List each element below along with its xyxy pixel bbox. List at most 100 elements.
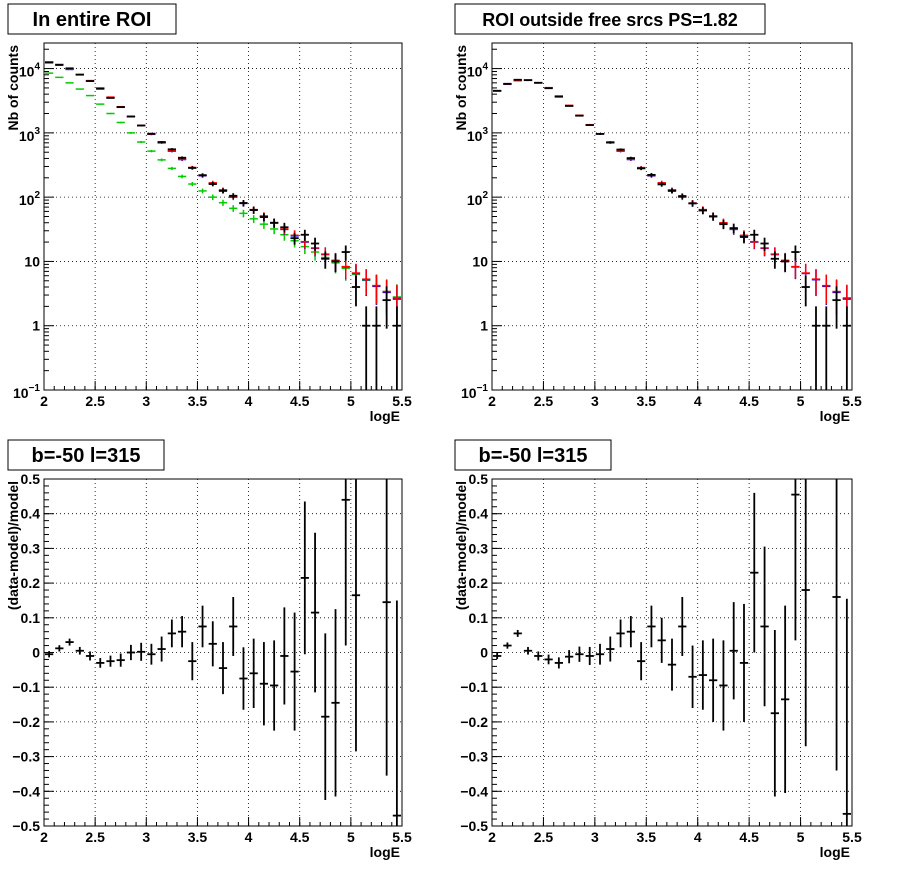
data-point	[729, 223, 738, 234]
data-point	[822, 306, 831, 390]
y-tick-label: 0	[32, 645, 40, 661]
x-tick-label: 3	[591, 393, 599, 409]
x-tick-label: 3	[591, 829, 599, 845]
y-tick-label: 103	[467, 126, 489, 144]
y-tick-label: 102	[467, 190, 489, 208]
data-point	[208, 194, 217, 201]
x-tick-label: 2	[40, 829, 48, 845]
y-tick-label: 0.4	[469, 506, 489, 522]
y-tick-label: 104	[467, 62, 489, 80]
y-tick-label: 0.2	[469, 575, 489, 591]
data-point	[667, 188, 677, 194]
data-point	[218, 188, 228, 194]
data-point	[750, 229, 759, 241]
data-point	[218, 642, 228, 695]
data-point	[606, 141, 615, 144]
y-tick-label: −0.2	[12, 714, 40, 730]
y-tick-label: 0.4	[21, 506, 41, 522]
x-tick-label: 2	[488, 393, 496, 409]
data-point	[137, 124, 146, 127]
y-tick-label: 0.5	[21, 471, 41, 487]
y-axis-title: (data-model)/model	[5, 481, 21, 610]
data-point	[362, 306, 371, 390]
data-point	[678, 596, 687, 656]
data-point	[300, 229, 309, 241]
data-point	[791, 258, 800, 279]
data-point	[55, 76, 64, 79]
panel-title-box	[7, 3, 177, 35]
y-tick-label: 0	[480, 645, 488, 661]
data-point	[698, 640, 707, 710]
data-point	[126, 644, 136, 661]
y-tick-label: 0.3	[21, 540, 41, 556]
data-point	[147, 132, 156, 135]
data-point	[493, 652, 502, 660]
data-point	[595, 132, 605, 135]
y-tick-label: 102	[19, 190, 41, 208]
panel-title: b=-50 l=315	[32, 445, 141, 467]
x-tick-label: 3.5	[637, 829, 657, 845]
data-point	[822, 274, 831, 305]
data-point	[351, 275, 361, 307]
panel-title-box	[7, 439, 165, 471]
data-point	[739, 603, 749, 722]
y-axis-title: Nb of counts	[5, 45, 21, 131]
data-point	[595, 643, 605, 665]
data-point	[106, 655, 115, 667]
data-point	[801, 275, 810, 307]
data-point	[116, 106, 125, 108]
data-point	[637, 642, 646, 681]
data-point	[270, 640, 279, 731]
data-point	[616, 619, 625, 648]
y-tick-label: −0.2	[460, 714, 488, 730]
data-point	[781, 253, 790, 273]
data-point	[554, 95, 563, 98]
x-tick-label: 5.5	[392, 393, 412, 409]
data-point	[208, 181, 217, 187]
x-tick-label: 5.5	[392, 829, 412, 845]
x-tick-label: 5	[797, 829, 805, 845]
data-point	[55, 645, 64, 652]
x-tick-label: 3.5	[188, 393, 208, 409]
data-point	[116, 653, 125, 667]
data-point	[85, 94, 95, 97]
data-point	[126, 115, 136, 118]
data-point	[188, 642, 197, 681]
data-point	[331, 253, 340, 273]
x-tick-label: 4.5	[290, 829, 310, 845]
x-tick-label: 5.5	[842, 829, 862, 845]
data-point	[811, 269, 821, 296]
x-axis-title: logE	[370, 844, 400, 860]
data-point	[382, 479, 391, 776]
series-3	[493, 78, 851, 390]
data-point	[585, 124, 594, 127]
y-tick-label: −0.3	[12, 749, 40, 765]
data-point	[177, 156, 187, 160]
data-point	[534, 651, 543, 661]
data-point	[372, 306, 381, 390]
y-tick-label: 0.1	[21, 610, 41, 626]
y-axis-title: (data-model)/model	[453, 481, 469, 610]
panel-title: In entire ROI	[33, 9, 152, 31]
data-point	[698, 207, 707, 215]
data-point	[544, 87, 553, 90]
data-point	[372, 274, 381, 305]
data-point	[565, 105, 574, 107]
data-point	[760, 546, 769, 707]
y-tick-label: 0.1	[469, 610, 489, 626]
data-point	[321, 633, 330, 800]
data-point	[188, 166, 197, 170]
y-tick-label: −0.4	[12, 783, 40, 799]
data-point	[382, 286, 391, 329]
data-point	[842, 598, 851, 826]
data-point	[157, 636, 166, 662]
data-point	[565, 650, 574, 664]
y-tick-label: 0.5	[469, 471, 489, 487]
data-point	[351, 479, 361, 752]
data-point	[575, 646, 584, 662]
data-point	[657, 617, 666, 663]
data-point	[709, 212, 718, 221]
data-point	[637, 166, 646, 171]
data-point	[554, 657, 563, 669]
x-tick-label: 5.5	[842, 393, 862, 409]
